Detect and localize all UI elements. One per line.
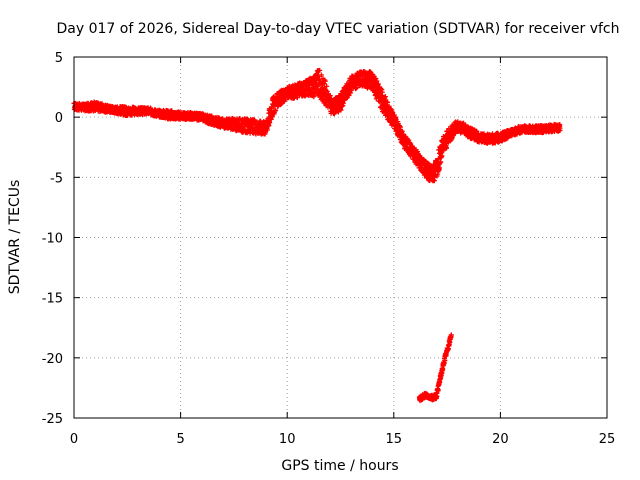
data-point xyxy=(324,88,330,94)
data-point xyxy=(431,178,437,184)
chart-title: Day 017 of 2026, Sidereal Day-to-day VTE… xyxy=(56,21,619,37)
data-point xyxy=(385,99,391,105)
data-point xyxy=(318,72,324,78)
series-1-points xyxy=(416,332,454,404)
data-point xyxy=(557,125,563,131)
data-point xyxy=(439,153,445,159)
y-tick-label: -10 xyxy=(42,232,63,247)
data-point xyxy=(435,387,441,393)
data-point xyxy=(397,124,403,130)
series-0-points xyxy=(71,67,563,184)
data-series xyxy=(71,67,563,404)
y-tick-label: 0 xyxy=(55,111,63,126)
y-axis-label: SDTVAR / TECUs xyxy=(7,180,23,295)
y-tick-label: -20 xyxy=(42,352,63,367)
data-point xyxy=(266,122,272,128)
data-point xyxy=(346,92,352,98)
y-tick-label: 5 xyxy=(55,51,63,66)
data-point xyxy=(443,145,449,151)
x-tick-label: 20 xyxy=(492,432,509,447)
x-tick-label: 10 xyxy=(279,432,296,447)
data-point xyxy=(357,77,363,83)
data-point xyxy=(442,358,448,364)
data-point xyxy=(375,81,381,87)
x-tick-label: 5 xyxy=(176,432,184,447)
data-point xyxy=(435,156,441,162)
data-point xyxy=(264,127,270,133)
x-axis-label: GPS time / hours xyxy=(281,458,398,474)
data-point xyxy=(448,332,454,338)
data-point xyxy=(438,159,444,165)
data-point xyxy=(322,78,328,84)
data-point xyxy=(294,95,300,101)
data-point xyxy=(317,67,323,73)
data-point xyxy=(311,94,317,100)
x-tick-label: 25 xyxy=(599,432,616,447)
data-point xyxy=(316,76,322,82)
data-point xyxy=(324,83,330,89)
y-tick-label: -5 xyxy=(50,171,63,186)
x-tick-label: 15 xyxy=(386,432,403,447)
data-point xyxy=(374,78,380,84)
axis-ticks: 0 5 10 15 20 25 5 0 -5 -10 -15 -20 -25 xyxy=(42,51,616,447)
x-tick-label: 0 xyxy=(70,432,78,447)
data-point xyxy=(386,103,392,109)
data-point xyxy=(273,107,279,113)
y-tick-label: -15 xyxy=(42,292,63,307)
y-tick-label: -25 xyxy=(42,412,63,427)
